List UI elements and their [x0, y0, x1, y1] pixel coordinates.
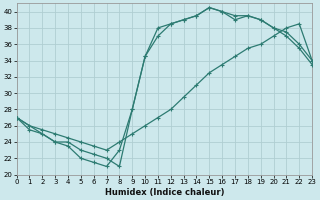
X-axis label: Humidex (Indice chaleur): Humidex (Indice chaleur) — [105, 188, 224, 197]
